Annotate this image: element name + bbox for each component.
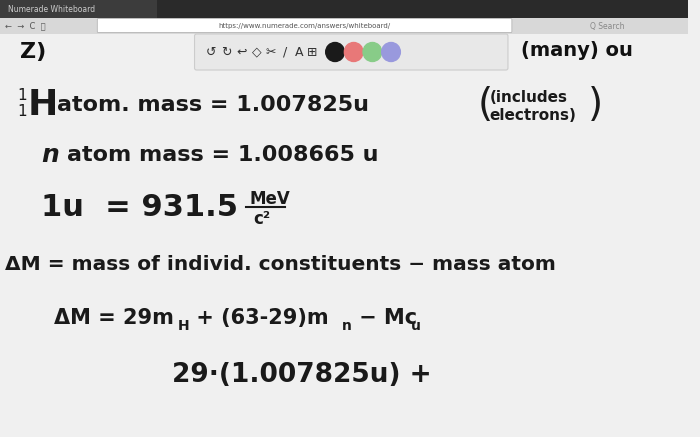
Text: (includes: (includes (489, 90, 567, 104)
Text: ◇: ◇ (251, 45, 261, 59)
Text: Z): Z) (20, 42, 46, 62)
Text: ↩: ↩ (237, 45, 247, 59)
Text: ✂: ✂ (266, 45, 276, 59)
Text: 1: 1 (18, 87, 27, 103)
Circle shape (344, 42, 363, 62)
Text: n: n (41, 143, 59, 167)
Text: ): ) (587, 86, 603, 124)
Circle shape (382, 42, 400, 62)
Text: ΔM = mass of individ. constituents − mass atom: ΔM = mass of individ. constituents − mas… (5, 256, 556, 274)
Text: (many) ou: (many) ou (521, 41, 633, 59)
Text: /: / (283, 45, 287, 59)
Text: H: H (27, 88, 58, 122)
Text: MeV: MeV (250, 190, 290, 208)
Text: atom mass = 1.008665 u: atom mass = 1.008665 u (66, 145, 378, 165)
Text: (: ( (477, 86, 493, 124)
Text: ←  →  C  ⓘ: ← → C ⓘ (5, 21, 46, 31)
Text: c²: c² (253, 210, 271, 228)
Text: H: H (178, 319, 190, 333)
Text: ↻: ↻ (220, 45, 231, 59)
Text: atom. mass = 1.007825u: atom. mass = 1.007825u (57, 95, 369, 115)
Circle shape (363, 42, 382, 62)
Text: A: A (295, 45, 303, 59)
Text: ↺: ↺ (206, 45, 216, 59)
Text: 1: 1 (18, 104, 27, 118)
Text: Numerade Whiteboard: Numerade Whiteboard (8, 4, 95, 14)
Text: ⊞: ⊞ (307, 45, 318, 59)
Text: https://www.numerade.com/answers/whiteboard/: https://www.numerade.com/answers/whitebo… (218, 23, 391, 29)
FancyBboxPatch shape (0, 0, 687, 18)
Text: 29·(1.007825u) +: 29·(1.007825u) + (172, 362, 432, 388)
Text: electrons): electrons) (489, 108, 576, 122)
Text: u: u (411, 319, 421, 333)
Circle shape (326, 42, 344, 62)
Text: ΔM = 29m: ΔM = 29m (54, 308, 174, 328)
Text: + (63-29)m: + (63-29)m (188, 308, 328, 328)
Text: n: n (342, 319, 352, 333)
Text: 1u  = 931.5: 1u = 931.5 (41, 194, 238, 222)
FancyBboxPatch shape (195, 34, 508, 70)
Text: Q Search: Q Search (589, 21, 624, 31)
FancyBboxPatch shape (97, 18, 512, 32)
Text: − Mc: − Mc (351, 308, 417, 328)
FancyBboxPatch shape (0, 18, 687, 34)
FancyBboxPatch shape (0, 0, 158, 18)
